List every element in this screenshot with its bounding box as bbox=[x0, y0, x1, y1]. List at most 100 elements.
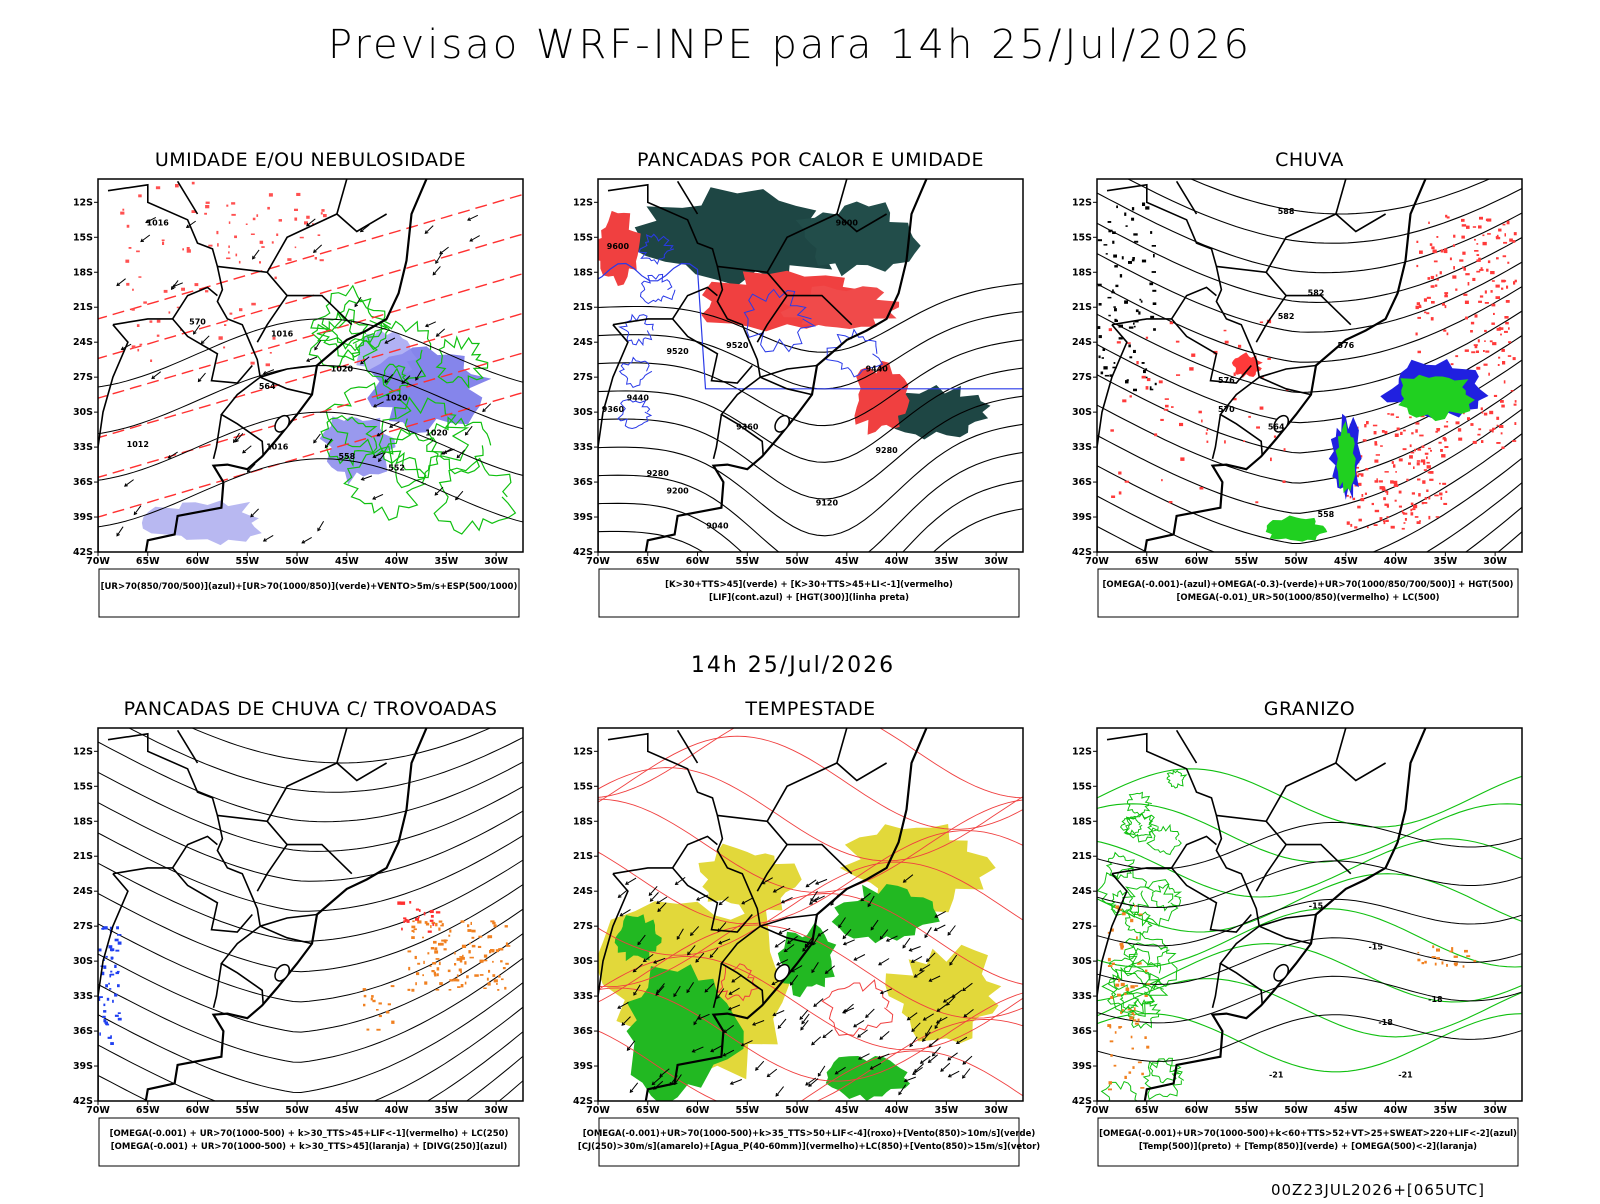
wind-arrowhead bbox=[912, 1071, 916, 1075]
speck bbox=[1149, 386, 1152, 390]
wind-arrowhead bbox=[415, 376, 419, 381]
wind-vector bbox=[151, 371, 162, 379]
contour-line bbox=[1105, 851, 1135, 880]
wind-vector bbox=[825, 965, 836, 974]
wind-arrowhead bbox=[772, 889, 777, 893]
contour-line bbox=[1097, 937, 1522, 985]
lagoon bbox=[774, 963, 791, 982]
speck bbox=[1500, 432, 1503, 435]
contour-line bbox=[98, 318, 523, 388]
speck bbox=[1383, 520, 1386, 522]
speck bbox=[103, 1019, 107, 1023]
speck bbox=[1374, 443, 1378, 446]
wind-arrowhead bbox=[656, 989, 660, 994]
speck bbox=[1116, 205, 1118, 209]
speck bbox=[1108, 328, 1112, 332]
speck bbox=[363, 1003, 366, 1007]
speck bbox=[1108, 1088, 1112, 1091]
speck bbox=[299, 236, 304, 239]
wind-arrowhead bbox=[857, 1034, 861, 1038]
contour-label: 9520 bbox=[726, 341, 749, 350]
wind-arrowhead bbox=[673, 993, 677, 998]
streamline bbox=[98, 771, 523, 852]
speck bbox=[1493, 394, 1498, 397]
wind-arrowhead bbox=[870, 926, 875, 931]
wind-vector bbox=[878, 958, 890, 966]
contour-label: 564 bbox=[1268, 423, 1285, 432]
wind-vector bbox=[657, 902, 667, 912]
wind-arrowhead bbox=[651, 1081, 656, 1086]
country-border bbox=[176, 729, 199, 764]
speck bbox=[417, 962, 421, 965]
contour-line bbox=[98, 312, 523, 439]
speck bbox=[265, 363, 270, 367]
speck bbox=[1473, 344, 1478, 346]
legend-text: [OMEGA(-0.001) + UR>70(1000-500) + k>30_… bbox=[111, 1142, 508, 1152]
wind-arrowhead bbox=[691, 1049, 696, 1053]
lat-tick-label: 27S bbox=[573, 921, 593, 932]
streamline bbox=[98, 1006, 523, 1101]
speck bbox=[1189, 367, 1194, 371]
streamline bbox=[128, 728, 523, 793]
speck bbox=[1205, 432, 1208, 435]
speck bbox=[1114, 308, 1117, 312]
speck bbox=[122, 208, 125, 211]
speck bbox=[1132, 257, 1135, 260]
speck bbox=[234, 235, 237, 239]
speck bbox=[1152, 289, 1157, 292]
speck bbox=[1503, 241, 1508, 244]
speck bbox=[110, 1042, 114, 1045]
country-border bbox=[336, 179, 348, 215]
speck bbox=[403, 917, 407, 920]
lat-tick-label: 33S bbox=[573, 442, 593, 453]
streamline bbox=[98, 883, 523, 973]
contour-label: 1016 bbox=[271, 329, 294, 338]
country-border bbox=[787, 294, 853, 326]
speck bbox=[1110, 996, 1114, 999]
wind-vector bbox=[865, 1008, 875, 1018]
speck bbox=[1506, 285, 1509, 289]
speck bbox=[306, 215, 310, 219]
speck bbox=[415, 917, 419, 921]
wind-vector bbox=[963, 1009, 974, 1018]
wind-arrowhead bbox=[811, 969, 815, 974]
speck bbox=[1424, 497, 1427, 500]
country-border bbox=[212, 414, 223, 459]
wind-vector bbox=[932, 1046, 941, 1057]
country-border bbox=[171, 867, 253, 933]
wind-vector bbox=[439, 246, 449, 255]
speck bbox=[1440, 496, 1443, 500]
contour-line bbox=[1100, 1080, 1139, 1101]
wind-vector bbox=[817, 1065, 826, 1077]
wind-vector bbox=[415, 370, 422, 381]
speck bbox=[105, 955, 108, 958]
speck bbox=[1349, 496, 1352, 499]
speck bbox=[235, 253, 238, 257]
wind-vector bbox=[306, 218, 316, 227]
wind-vector bbox=[693, 1013, 701, 1025]
lon-tick-label: 55W bbox=[235, 1105, 259, 1116]
wind-arrowhead bbox=[722, 1052, 727, 1057]
speck bbox=[487, 935, 489, 939]
wind-arrowhead bbox=[902, 944, 907, 949]
wind-arrowhead bbox=[709, 954, 714, 959]
lon-tick-label: 45W bbox=[1334, 1105, 1358, 1116]
map-content: -15-15-18-18-21 -21 bbox=[1097, 728, 1522, 1101]
wind-arrowhead bbox=[401, 380, 406, 384]
wind-vector bbox=[886, 935, 898, 942]
speck bbox=[1124, 1075, 1127, 1079]
wind-vector bbox=[455, 490, 464, 500]
speck bbox=[1481, 411, 1484, 414]
speck bbox=[440, 924, 443, 927]
speck bbox=[1492, 427, 1496, 430]
speck bbox=[1360, 455, 1363, 458]
wind-arrowhead bbox=[728, 991, 733, 995]
lon-tick-label: 60W bbox=[1185, 1105, 1209, 1116]
speck bbox=[1365, 468, 1369, 471]
speck bbox=[454, 951, 456, 955]
speck bbox=[488, 969, 491, 973]
speck bbox=[1394, 483, 1398, 487]
contour-line bbox=[1142, 1058, 1185, 1101]
speck bbox=[226, 257, 231, 260]
wind-arrowhead bbox=[140, 238, 145, 243]
